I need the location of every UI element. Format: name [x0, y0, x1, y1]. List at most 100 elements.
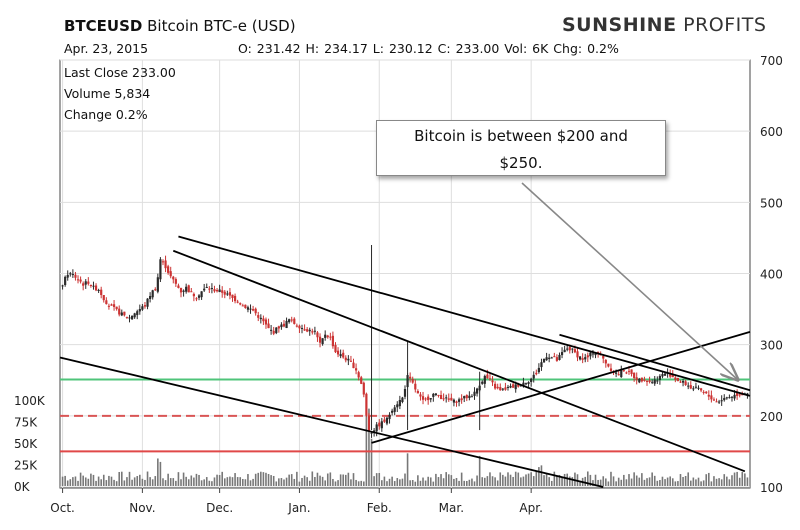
candle-body [195, 298, 198, 300]
candle-body [447, 398, 450, 400]
volume-bar [360, 480, 363, 486]
volume-bar [574, 472, 576, 486]
candle-body [249, 308, 252, 310]
candle-body [627, 370, 631, 372]
candle-body [107, 305, 111, 307]
volume-bar [404, 473, 406, 486]
volume-bar [211, 481, 213, 486]
volume-bar [77, 480, 79, 486]
date-tick-label: Nov. [129, 501, 155, 515]
volume-bar [514, 471, 517, 486]
candle-body [604, 359, 607, 364]
candle-body [151, 290, 154, 298]
candle-body [79, 279, 82, 282]
volume-bar [571, 477, 574, 486]
candle-body [488, 378, 492, 380]
date-tick-label: Apr. [519, 501, 542, 515]
volume-bar [267, 473, 270, 486]
volume-bar [275, 481, 278, 486]
candle-body [391, 410, 394, 413]
volume-bar [540, 465, 543, 486]
candle-body [378, 422, 381, 427]
candle-body [530, 378, 533, 383]
volume-bar [195, 473, 198, 486]
volume-bar [332, 478, 334, 486]
volume-bar [72, 477, 74, 486]
trendline [178, 235, 751, 397]
candle-body [684, 381, 687, 385]
volume-bar [280, 478, 283, 486]
volume-bar [187, 479, 190, 486]
date-tick-label: Oct. [50, 501, 75, 515]
volume-bar [352, 473, 355, 486]
volume-tick-label: 25K [14, 459, 38, 473]
volume-bar [144, 479, 146, 486]
candle-body [313, 330, 316, 332]
candle-body [725, 397, 728, 399]
volume-bar [185, 476, 187, 486]
volume-bar [350, 479, 352, 486]
volume-bar [265, 472, 267, 486]
candle-body [76, 279, 80, 281]
candle-body [403, 389, 407, 397]
volume-bar [612, 476, 615, 486]
candle-body [298, 325, 301, 329]
candle-body [452, 399, 456, 403]
volume-bar [218, 475, 221, 486]
volume-tick-label: 50K [14, 437, 38, 451]
volume-bar [285, 477, 288, 486]
volume-bar [254, 473, 257, 486]
volume-bar [90, 473, 92, 486]
volume-bar [599, 479, 602, 486]
volume-bar [568, 476, 571, 486]
candle-body [64, 276, 67, 286]
candle-body [718, 401, 721, 403]
volume-bar [149, 477, 151, 486]
candle-body [215, 289, 219, 292]
volume-bar [115, 481, 118, 486]
candle-body [221, 290, 224, 293]
candle-body [177, 285, 180, 288]
candle-body [581, 358, 584, 360]
candle-body [352, 362, 355, 369]
candle-body [663, 373, 667, 376]
volume-bar [484, 477, 486, 486]
candle-body [661, 374, 664, 377]
volume-bar [298, 481, 301, 486]
candle-body [138, 309, 141, 312]
volume-bar [471, 478, 473, 486]
annotation-callout: Bitcoin is between $200 and $250. [376, 120, 666, 176]
volume-bar [664, 479, 666, 486]
candle-body [241, 305, 244, 307]
volume-bar [633, 472, 635, 486]
volume-bar [617, 477, 620, 486]
candle-body [555, 357, 559, 361]
volume-bar [339, 474, 342, 486]
candle-body [463, 396, 466, 399]
candle-body [141, 306, 144, 310]
volume-bar [208, 480, 211, 486]
volume-bar [373, 476, 375, 486]
candle-body [450, 397, 453, 401]
volume-bar [476, 475, 478, 486]
candle-body [94, 285, 98, 291]
volume-bar [623, 474, 625, 486]
candle-body [419, 394, 422, 397]
volume-bars [61, 408, 749, 486]
candle-body [218, 289, 221, 293]
volume-bar [84, 477, 87, 486]
candle-body [92, 285, 95, 287]
volume-bar [69, 479, 72, 486]
candle-body [331, 335, 335, 347]
candle-body [84, 281, 87, 285]
volume-bar [167, 473, 169, 486]
trendline [371, 330, 751, 444]
candle-body [687, 385, 690, 387]
candle-body [66, 274, 69, 278]
candle-body [118, 308, 121, 315]
volume-bar [329, 472, 332, 486]
candle-body [442, 398, 445, 400]
volume-bar [283, 479, 285, 486]
candle-body [324, 334, 327, 338]
volume-tick-label: 0K [14, 480, 31, 494]
